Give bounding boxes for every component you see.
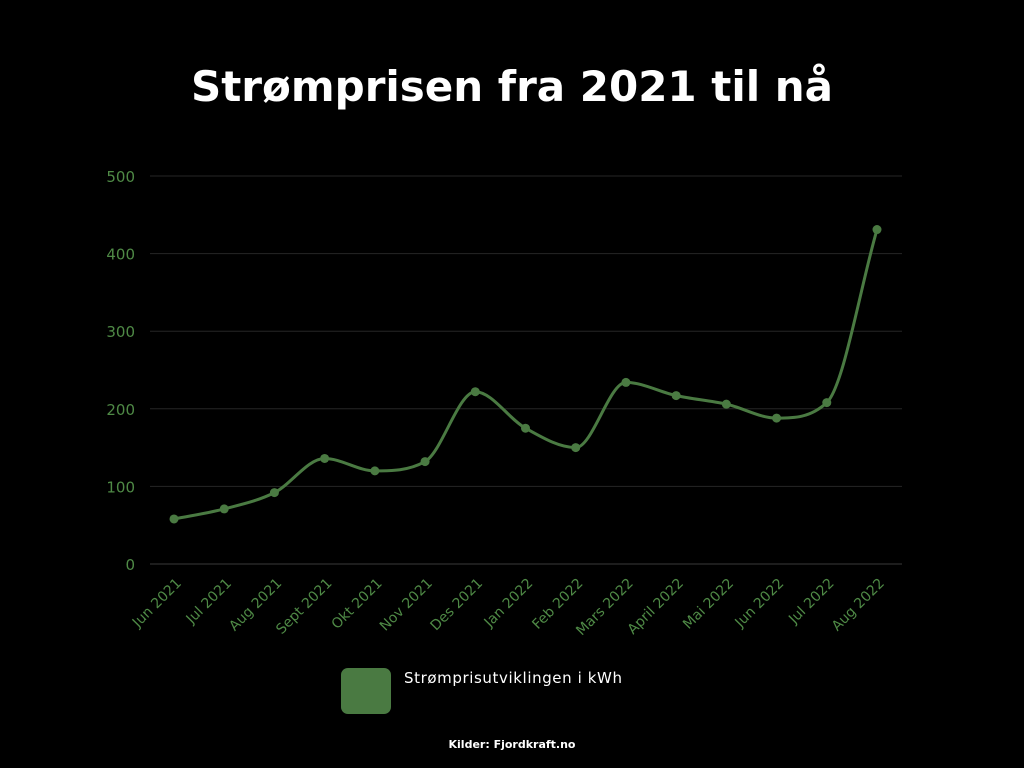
chart-title: Strømprisen fra 2021 til nå	[190, 62, 834, 111]
data-point	[470, 387, 480, 397]
series-points	[169, 225, 882, 524]
y-tick-label: 300	[106, 323, 135, 341]
data-point	[370, 466, 380, 476]
data-point	[420, 457, 430, 467]
data-point	[621, 377, 631, 387]
x-tick-label: Nov 2021	[377, 576, 436, 635]
legend-swatch	[341, 668, 391, 714]
data-point	[772, 413, 782, 423]
grid-lines	[150, 175, 902, 565]
data-point	[320, 453, 330, 463]
y-axis-ticks: 0 100 200 300 400 500	[106, 168, 135, 574]
data-point	[671, 391, 681, 401]
legend-label: Strømprisutviklingen i kWh	[404, 669, 623, 687]
data-point	[872, 225, 882, 235]
x-tick-label: Mai 2022	[680, 576, 737, 633]
source-text: Kilder: Fjordkraft.no	[448, 738, 576, 751]
legend: Strømprisutviklingen i kWh	[341, 668, 623, 714]
data-point	[721, 399, 731, 409]
data-point	[219, 504, 229, 514]
data-point	[571, 443, 581, 453]
data-point	[169, 514, 179, 524]
y-tick-label: 500	[106, 168, 135, 186]
y-tick-label: 0	[125, 556, 135, 574]
x-tick-label: Jul 2021	[183, 576, 235, 628]
y-tick-label: 200	[106, 401, 135, 419]
x-tick-label: Jun 2022	[732, 576, 788, 632]
y-tick-label: 400	[106, 246, 135, 264]
y-tick-label: 100	[106, 478, 135, 496]
series-lines	[172, 228, 879, 521]
x-tick-label: Aug 2022	[829, 576, 888, 635]
data-point	[521, 423, 530, 433]
data-point	[822, 398, 832, 408]
x-tick-label: Jul 2022	[785, 576, 837, 628]
data-point	[269, 488, 279, 498]
series-line	[172, 228, 879, 521]
x-tick-label: Des 2021	[428, 576, 487, 635]
x-tick-label: Jan 2022	[481, 576, 537, 632]
x-tick-label: Jun 2021	[129, 576, 185, 632]
